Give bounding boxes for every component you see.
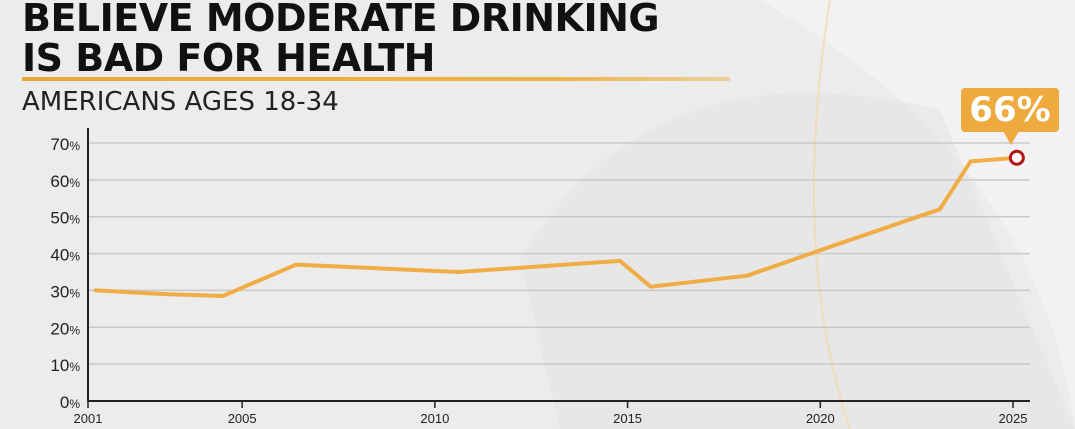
data-point bbox=[969, 159, 973, 163]
x-axis-ticks: 2001 2005 2010 2015 2020 2025 bbox=[74, 401, 1028, 426]
data-point bbox=[938, 207, 942, 211]
y-tick-label: 30% bbox=[50, 282, 80, 301]
data-point bbox=[163, 292, 167, 296]
x-tick-label: 2015 bbox=[613, 411, 642, 426]
x-tick-label: 2020 bbox=[806, 411, 835, 426]
x-tick-label: 2025 bbox=[999, 411, 1028, 426]
chart-title-line-1: BELIEVE MODERATE DRINKING bbox=[22, 0, 660, 40]
data-point bbox=[745, 274, 749, 278]
y-tick-label: 60% bbox=[50, 172, 80, 191]
y-axis-tick-labels: 0% 10% 20% 30% 40% 50% 60% 70% bbox=[50, 135, 80, 412]
data-point bbox=[94, 288, 98, 292]
title-underline bbox=[22, 77, 730, 81]
y-tick-label: 20% bbox=[50, 319, 80, 338]
chart-title-line-2: IS BAD FOR HEALTH bbox=[22, 36, 435, 80]
y-tick-label: 0% bbox=[60, 393, 80, 412]
y-tick-label: 10% bbox=[50, 356, 80, 375]
data-point bbox=[456, 270, 460, 274]
value-callout-badge: 66% bbox=[961, 88, 1059, 145]
x-tick-label: 2005 bbox=[228, 411, 257, 426]
data-point bbox=[830, 244, 834, 248]
gridlines bbox=[88, 142, 1030, 365]
chart-subtitle: AMERICANS AGES 18-34 bbox=[22, 87, 339, 117]
y-tick-label: 70% bbox=[50, 135, 80, 154]
series-line bbox=[93, 155, 1019, 298]
x-tick-label: 2001 bbox=[74, 411, 103, 426]
data-point bbox=[294, 263, 298, 267]
series-points bbox=[94, 156, 1019, 298]
x-tick-label: 2010 bbox=[420, 411, 449, 426]
data-point bbox=[649, 285, 653, 289]
y-tick-label: 40% bbox=[50, 246, 80, 265]
data-point bbox=[618, 259, 622, 263]
highlight-marker bbox=[1008, 149, 1025, 166]
data-point bbox=[221, 294, 225, 298]
y-tick-label: 50% bbox=[50, 209, 80, 228]
